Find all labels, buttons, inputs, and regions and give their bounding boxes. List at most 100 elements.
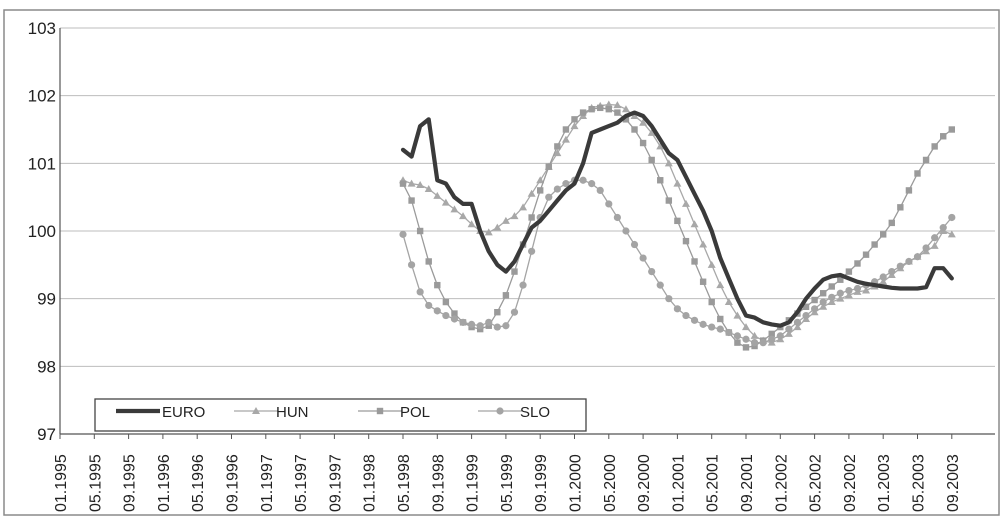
outer-border [3, 9, 1000, 516]
data-point-pol [648, 156, 655, 164]
y-tick-label: 100 [28, 222, 56, 241]
data-point-slo [690, 316, 699, 324]
x-tick-label: 01.1996 [156, 454, 173, 512]
data-point-pol [537, 187, 544, 194]
data-point-slo [793, 318, 802, 326]
series-euro [400, 110, 954, 328]
data-point-hun [424, 185, 433, 193]
data-point-pol [828, 283, 835, 290]
data-point-slo [519, 281, 527, 289]
series-lines [399, 100, 956, 351]
data-point-hun [750, 331, 759, 339]
data-point-pol [811, 296, 818, 304]
x-tick-label: 09.2002 [842, 454, 859, 512]
data-point-hun [621, 105, 630, 113]
x-tick-label: 05.2000 [602, 454, 619, 512]
x-tick-label: 09.2003 [945, 454, 962, 512]
y-tick-label: 97 [37, 425, 56, 444]
data-point-slo [682, 311, 690, 320]
data-point-hun [844, 291, 853, 299]
data-point-hun [553, 149, 562, 157]
data-point-pol [434, 281, 441, 289]
data-point-pol [639, 139, 647, 147]
data-point-slo [399, 230, 407, 238]
data-point-pol [631, 126, 638, 133]
x-tick-label: 01.2001 [670, 454, 687, 512]
data-point-pol [940, 133, 947, 140]
data-point-slo [905, 257, 913, 266]
data-point-slo [485, 318, 493, 326]
x-tick-label: 05.1997 [293, 454, 310, 512]
data-point-slo [768, 335, 776, 343]
data-point-pol [674, 217, 681, 225]
data-point-pol [528, 214, 535, 221]
data-point-hun [707, 260, 716, 268]
x-tick-label: 05.2002 [808, 454, 825, 512]
data-point-slo [888, 268, 896, 276]
data-point-slo [630, 240, 639, 249]
data-point-hun [527, 189, 536, 197]
data-point-hun [742, 323, 750, 331]
data-point-pol [931, 143, 938, 150]
data-point-slo [759, 339, 767, 347]
data-point-pol [622, 116, 630, 123]
data-point-hun [930, 241, 939, 249]
data-point-slo [553, 185, 561, 193]
data-point-slo [459, 318, 467, 326]
data-point-hun [724, 298, 733, 306]
data-point-slo [476, 322, 484, 330]
data-point-slo [493, 323, 501, 331]
data-point-hun [819, 302, 828, 310]
data-point-pol [802, 303, 810, 310]
data-point-slo [665, 295, 673, 303]
x-tick-label: 09.1996 [225, 454, 242, 512]
x-tick-label: 09.1998 [430, 454, 447, 512]
data-point-slo [416, 288, 424, 296]
data-point-slo [931, 234, 939, 242]
data-point-pol [837, 276, 844, 283]
data-point-hun [510, 212, 519, 220]
data-point-pol [699, 278, 707, 285]
data-point-pol [502, 292, 510, 299]
axes: 97 98 99 100 101 102 103 01.1995 05.1995 09.1995 0… [28, 19, 995, 512]
legend: EURO HUN POL SLO [94, 398, 587, 432]
legend-label-pol: POL [400, 404, 430, 421]
data-point-hun [561, 135, 570, 143]
data-point-pol [665, 197, 673, 204]
data-point-hun [690, 220, 699, 228]
data-point-slo [407, 261, 416, 269]
data-point-hun [793, 323, 802, 331]
data-point-slo [725, 328, 733, 337]
data-point-pol [494, 309, 501, 316]
data-point-slo [648, 268, 656, 276]
data-point-pol [579, 109, 587, 116]
data-point-pol [717, 315, 724, 323]
x-tick-label: 05.1996 [190, 454, 207, 512]
data-point-hun [416, 180, 425, 188]
data-point-slo [425, 301, 433, 310]
x-tick-label: 09.1995 [122, 454, 139, 512]
data-point-pol [588, 106, 595, 113]
data-point-pol [708, 298, 715, 306]
data-point-slo [450, 315, 459, 323]
data-point-pol [897, 204, 904, 211]
legend-marker-hun [252, 407, 260, 414]
data-point-pol [451, 310, 458, 317]
legend-box [94, 398, 587, 432]
data-point-slo [836, 289, 844, 297]
data-point-hun [484, 228, 493, 236]
data-point-pol [862, 251, 870, 258]
x-tick-label: 01.1998 [362, 454, 379, 512]
data-point-slo [528, 247, 536, 255]
legend-marker-slo [496, 407, 504, 415]
y-tick-label: 98 [37, 357, 56, 376]
x-tick-label: 09.1997 [327, 454, 344, 512]
x-tick-label: 09.2000 [636, 454, 653, 512]
data-point-slo [596, 186, 604, 194]
data-point-hun [519, 203, 528, 211]
data-point-hun [879, 277, 888, 285]
data-point-pol [819, 290, 827, 297]
x-tick-label: 01.1999 [465, 454, 482, 512]
data-point-slo [819, 298, 827, 306]
data-point-hun [536, 176, 545, 184]
